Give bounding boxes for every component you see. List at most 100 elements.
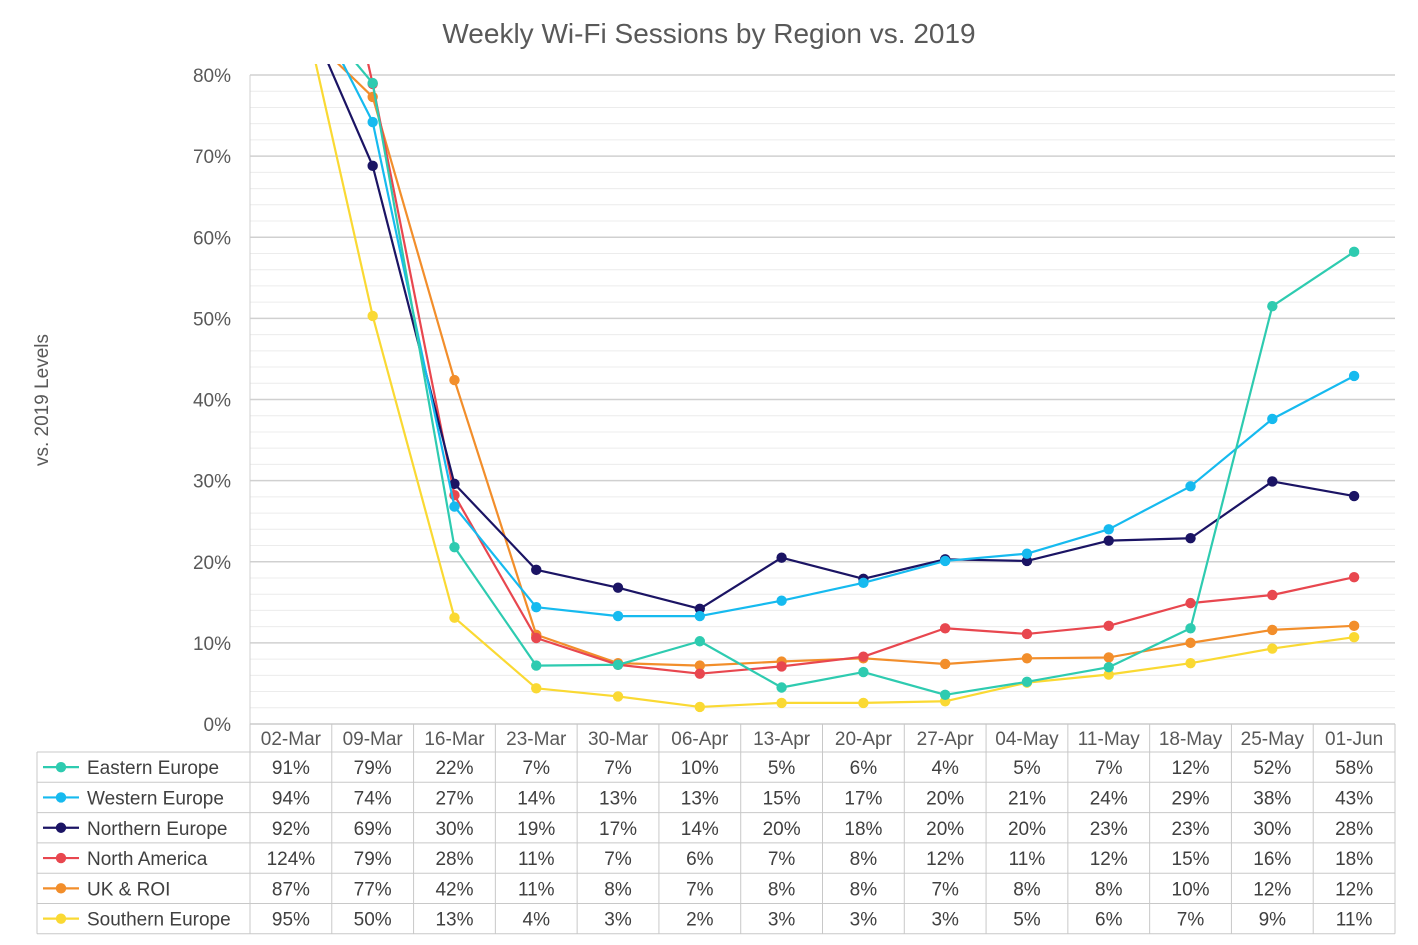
table-cell: 4%	[931, 758, 959, 779]
data-point	[694, 603, 706, 615]
table-cell: 7%	[686, 879, 714, 900]
data-point	[1021, 653, 1033, 664]
x-tick-label: 01-Jun	[1325, 729, 1383, 750]
data-point	[531, 683, 542, 694]
table-cell: 50%	[354, 910, 392, 931]
table-cell: 7%	[604, 849, 632, 870]
data-point	[694, 610, 706, 622]
table-cell: 79%	[354, 758, 392, 779]
data-point	[694, 636, 706, 647]
data-point	[449, 541, 460, 553]
data-point	[367, 160, 378, 172]
x-tick-label: 16-Mar	[424, 729, 485, 750]
table-cell: 7%	[931, 879, 959, 900]
y-tick-label: 80%	[193, 66, 231, 87]
data-point	[1103, 524, 1114, 535]
data-point	[939, 555, 951, 567]
table-cell: 18%	[1335, 849, 1373, 870]
data-point	[449, 374, 460, 386]
x-tick-label: 18-May	[1159, 729, 1223, 750]
table-cell: 20%	[763, 819, 801, 840]
table-cell: 6%	[686, 849, 714, 870]
x-tick-label: 02-Mar	[261, 729, 322, 750]
series-uk-roi	[336, 64, 1360, 671]
y-tick-label: 10%	[193, 634, 231, 655]
plot-area	[314, 64, 1360, 713]
data-point	[1267, 624, 1278, 636]
table-cell: 13%	[599, 788, 637, 809]
series-southern-europe	[314, 64, 1360, 713]
x-tick-label: 30-Mar	[588, 729, 649, 750]
table-cell: 12%	[926, 849, 964, 870]
table-cell: 92%	[272, 819, 310, 840]
table-cell: 8%	[850, 849, 878, 870]
table-cell: 17%	[844, 788, 882, 809]
data-table: 02-Mar 09-Mar 16-Mar 23-Mar 30-Mar 06-Apr 13-A…	[36, 723, 1396, 935]
table-cell: 4%	[523, 910, 551, 931]
table-cell: 10%	[681, 758, 719, 779]
legend-label: North America	[87, 849, 208, 870]
data-point	[531, 660, 542, 671]
data-point	[612, 659, 624, 670]
table-cell: 8%	[1013, 879, 1041, 900]
table-cell: 23%	[1172, 819, 1210, 840]
data-point	[939, 623, 951, 634]
y-tick-label: 0%	[204, 715, 232, 736]
series-north-america	[367, 64, 1360, 679]
data-point	[694, 660, 706, 671]
data-point	[1185, 481, 1196, 492]
table-cell: 3%	[604, 910, 632, 931]
table-cell: 2%	[686, 910, 714, 931]
series-line	[341, 64, 1355, 618]
x-tick-label: 13-Apr	[753, 729, 811, 750]
table-cell: 43%	[1335, 788, 1373, 809]
table-cell: 18%	[844, 819, 882, 840]
legend-label: Southern Europe	[87, 910, 231, 931]
table-cell: 17%	[599, 819, 637, 840]
table-cell: 15%	[1172, 849, 1210, 870]
data-point	[694, 701, 706, 713]
data-point	[1103, 535, 1114, 546]
data-point	[1021, 555, 1033, 567]
data-point	[776, 552, 787, 563]
y-tick-label: 50%	[193, 309, 231, 330]
table-cell: 9%	[1259, 910, 1287, 931]
data-point	[776, 682, 787, 693]
table-cell: 12%	[1172, 758, 1210, 779]
table-cell: 22%	[435, 758, 473, 779]
data-point	[531, 632, 542, 644]
data-point	[1185, 597, 1196, 609]
table-cell: 77%	[354, 879, 392, 900]
table-cell: 52%	[1253, 758, 1291, 779]
data-point	[1348, 631, 1360, 643]
legend-label: Northern Europe	[87, 819, 227, 840]
y-tick-label: 40%	[193, 391, 231, 412]
table-cell: 7%	[1177, 910, 1205, 931]
data-point	[1348, 246, 1360, 258]
data-point	[1348, 370, 1360, 382]
table-cell: 20%	[926, 819, 964, 840]
table-cell: 27%	[435, 788, 473, 809]
series-line	[336, 64, 1355, 667]
table-cell: 30%	[435, 819, 473, 840]
data-point	[1103, 652, 1114, 663]
y-tick-label: 60%	[193, 228, 231, 249]
legend-label: Western Europe	[87, 788, 224, 809]
data-point	[939, 689, 951, 700]
table-cell: 74%	[354, 788, 392, 809]
legend-label: Eastern Europe	[87, 758, 219, 779]
x-tick-label: 20-Apr	[835, 729, 893, 750]
table-cell: 11%	[518, 879, 555, 900]
table-cell: 124%	[267, 849, 316, 870]
table-cell: 13%	[681, 788, 719, 809]
chart-title: Weekly Wi-Fi Sessions by Region vs. 2019	[442, 18, 975, 49]
data-point	[1267, 643, 1278, 654]
x-tick-label: 11-May	[1078, 729, 1140, 750]
data-point	[1267, 589, 1278, 601]
legend-marker	[55, 792, 67, 803]
table-cell: 7%	[523, 758, 551, 779]
table-cell: 12%	[1253, 879, 1291, 900]
table-cell: 8%	[1095, 879, 1123, 900]
data-point	[939, 658, 951, 670]
